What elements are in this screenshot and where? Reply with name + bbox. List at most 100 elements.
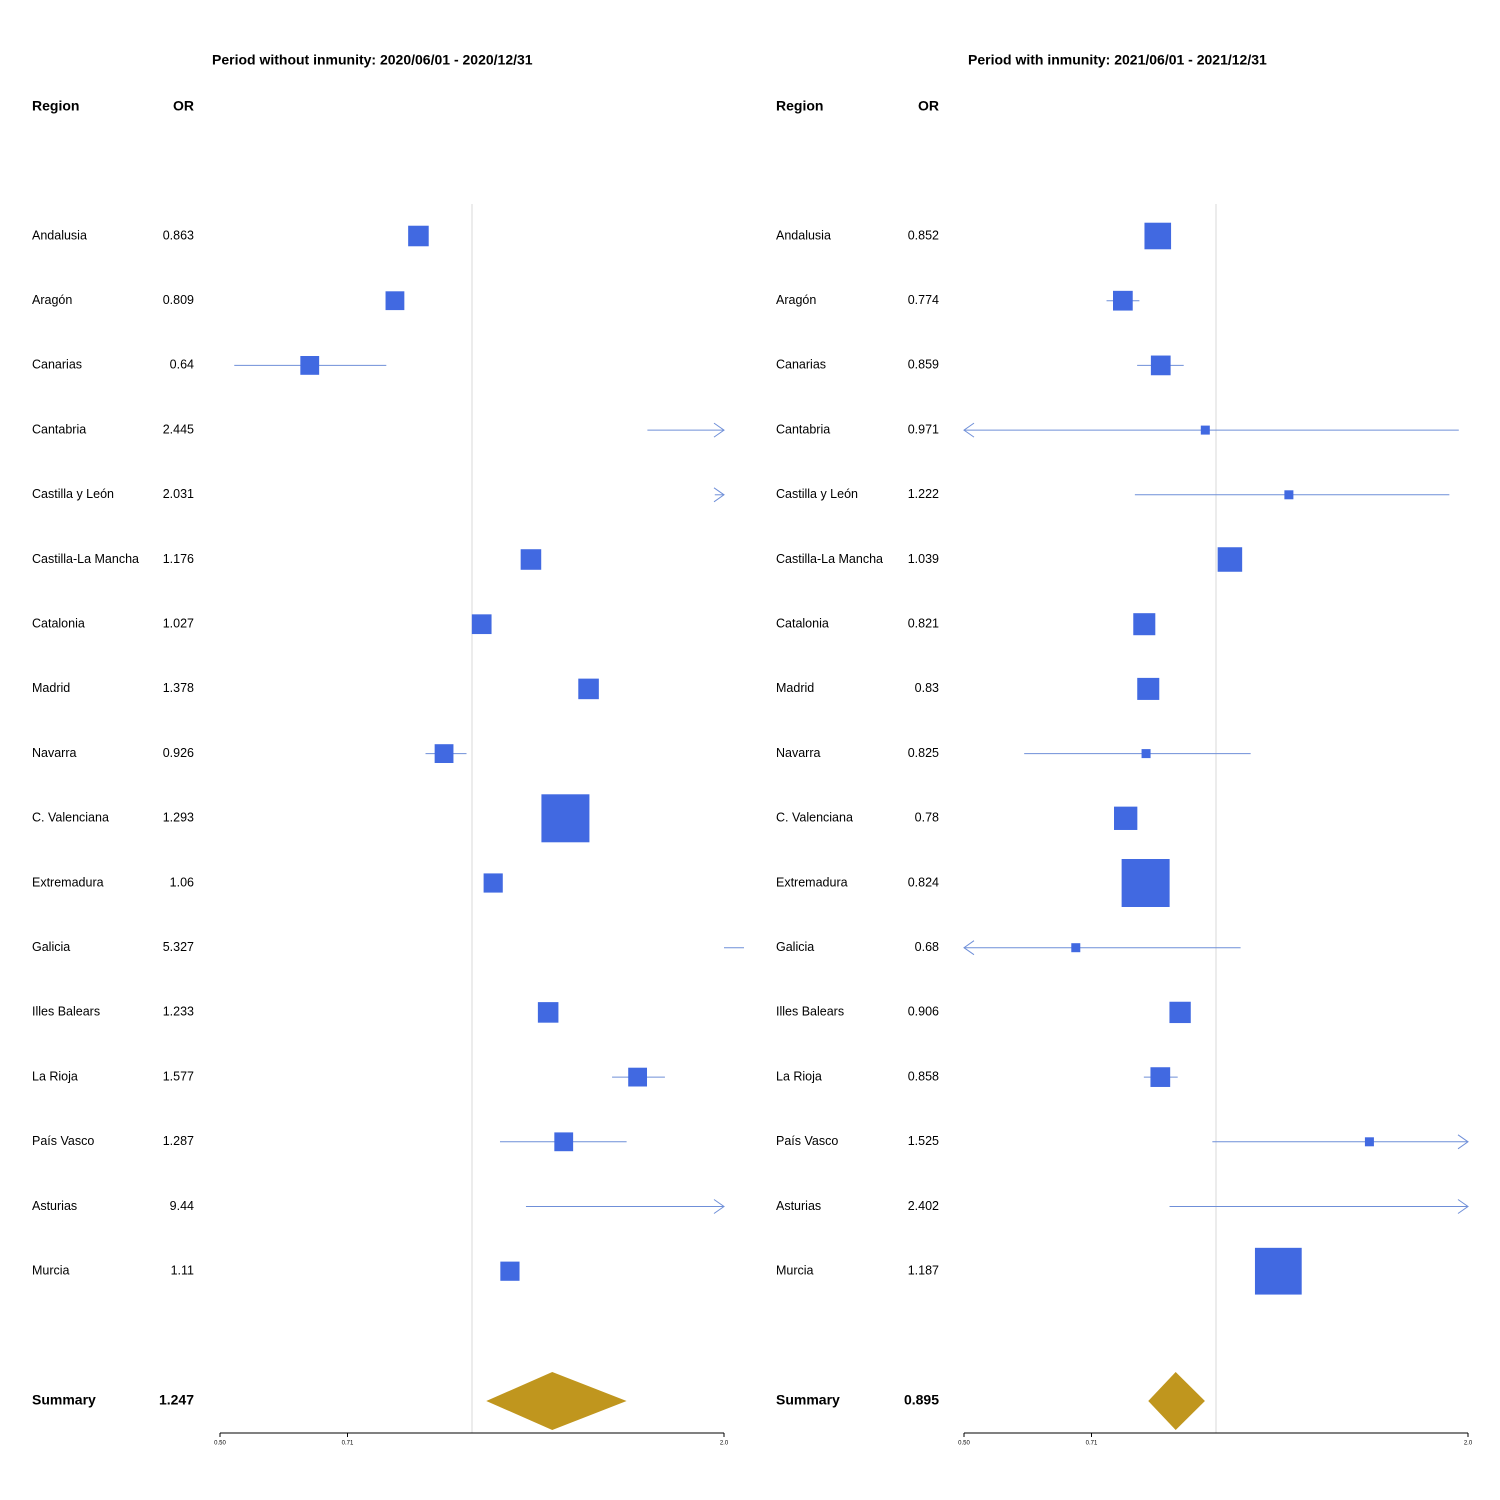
or-point-box — [1141, 749, 1151, 759]
forest-row: Andalusia 0.863 — [32, 225, 429, 247]
or-value: 1.293 — [163, 811, 194, 825]
or-value: 1.06 — [170, 875, 194, 889]
x-tick-label: 2.0 — [720, 1441, 729, 1447]
forest-row: Canarias 0.64 — [32, 355, 387, 375]
region-label: C. Valenciana — [776, 811, 853, 825]
region-label: Murcia — [32, 1263, 70, 1277]
or-value: 1.027 — [163, 616, 194, 630]
x-axis: 0.50 0.71 2.0 — [958, 1432, 1473, 1447]
forest-row: Asturias 9.44 — [32, 1199, 725, 1214]
forest-panel-without-immunity: Period without inmunity: 2020/06/01 - 20… — [32, 52, 744, 1447]
forest-row: Murcia 1.187 — [776, 1247, 1302, 1295]
summary-row: Summary 0.895 — [776, 1372, 1205, 1430]
region-label: La Rioja — [776, 1069, 822, 1083]
or-value: 0.863 — [163, 228, 194, 242]
or-value: 0.821 — [908, 616, 939, 630]
or-point-box — [1364, 1137, 1374, 1147]
summary-or-value: 1.247 — [159, 1392, 194, 1408]
region-label: Madrid — [32, 681, 70, 695]
forest-row: Castilla-La Mancha 1.039 — [776, 547, 1243, 572]
or-point-box — [1200, 425, 1210, 435]
forest-row: País Vasco 1.525 — [776, 1134, 1469, 1150]
forest-row: Madrid 1.378 — [32, 678, 599, 700]
or-point-box — [628, 1067, 648, 1087]
region-label: País Vasco — [776, 1134, 838, 1148]
region-label: C. Valenciana — [32, 811, 109, 825]
summary-or-value: 0.895 — [904, 1392, 939, 1408]
forest-row: Castilla-La Mancha 1.176 — [32, 549, 542, 570]
or-value: 0.824 — [908, 875, 939, 889]
forest-row: Andalusia 0.852 — [776, 222, 1172, 250]
region-label: Cantabria — [776, 422, 830, 436]
forest-row: Castilla y León 1.222 — [776, 487, 1450, 501]
forest-row: Cantabria 0.971 — [776, 422, 1459, 438]
or-value: 9.44 — [170, 1199, 194, 1213]
region-label: Catalonia — [776, 616, 829, 630]
forest-row: País Vasco 1.287 — [32, 1132, 627, 1152]
region-label: Asturias — [32, 1199, 77, 1213]
or-value: 5.327 — [163, 940, 194, 954]
region-label: Canarias — [776, 358, 826, 372]
forest-row: Aragón 0.809 — [32, 291, 405, 311]
forest-row: Cantabria 2.445 — [32, 422, 725, 438]
or-point-box — [1150, 355, 1171, 376]
region-label: Murcia — [776, 1263, 814, 1277]
or-point-box — [541, 794, 590, 843]
ci-arrow-right — [713, 487, 725, 503]
or-point-box — [1114, 806, 1138, 830]
region-label: Illes Balears — [32, 1005, 100, 1019]
or-value: 0.83 — [915, 681, 939, 695]
or-point-box — [1137, 677, 1160, 700]
or-value: 1.577 — [163, 1069, 194, 1083]
region-label: Canarias — [32, 358, 82, 372]
region-label: La Rioja — [32, 1069, 78, 1083]
region-label: Castilla y León — [32, 487, 114, 501]
forest-row: Extremadura 0.824 — [776, 859, 1170, 907]
summary-label: Summary — [776, 1392, 840, 1408]
x-tick-label: 0.71 — [342, 1441, 354, 1447]
forest-row: Catalonia 1.027 — [32, 614, 492, 635]
forest-row: Navarra 0.825 — [776, 746, 1251, 760]
forest-row: La Rioja 1.577 — [32, 1067, 665, 1087]
or-point-box — [300, 355, 320, 375]
or-value: 0.926 — [163, 746, 194, 760]
forest-row: Canarias 0.859 — [776, 355, 1184, 376]
forest-row: Murcia 1.11 — [32, 1261, 520, 1281]
forest-row: Catalonia 0.821 — [776, 613, 1156, 636]
region-label: Navarra — [776, 746, 821, 760]
or-value: 1.176 — [163, 552, 194, 566]
ci-arrow-right — [1457, 1134, 1469, 1150]
forest-row: Navarra 0.926 — [32, 744, 467, 764]
or-point-box — [520, 549, 542, 570]
or-value: 0.809 — [163, 293, 194, 307]
forest-row: Galicia 5.327 — [32, 940, 744, 954]
ci-arrow-right — [713, 1199, 725, 1214]
region-label: Galicia — [32, 940, 70, 954]
summary-diamond — [1148, 1372, 1205, 1430]
or-value: 2.402 — [908, 1199, 939, 1213]
summary-row: Summary 1.247 — [32, 1372, 627, 1430]
ci-arrow-left — [963, 940, 975, 956]
column-header-or: OR — [173, 98, 194, 114]
panel-title: Period with inmunity: 2021/06/01 - 2021/… — [968, 52, 1267, 68]
or-point-box — [1217, 547, 1243, 572]
summary-label: Summary — [32, 1392, 96, 1408]
column-header-region: Region — [32, 98, 79, 114]
forest-row: Illes Balears 0.906 — [776, 1001, 1191, 1024]
region-label: Extremadura — [32, 875, 104, 889]
forest-row: C. Valenciana 0.78 — [776, 806, 1138, 830]
or-point-box — [1113, 290, 1133, 311]
region-label: Andalusia — [32, 228, 87, 242]
or-value: 2.445 — [163, 422, 194, 436]
region-label: Asturias — [776, 1199, 821, 1213]
ci-arrow-right — [713, 422, 725, 438]
or-point-box — [1150, 1067, 1171, 1087]
region-label: Aragón — [776, 293, 816, 307]
or-value: 1.233 — [163, 1005, 194, 1019]
or-value: 0.774 — [908, 293, 939, 307]
or-point-box — [500, 1261, 520, 1281]
or-value: 0.858 — [908, 1069, 939, 1083]
forest-row: Asturias 2.402 — [776, 1199, 1469, 1214]
ci-arrow-right — [1457, 1199, 1469, 1214]
